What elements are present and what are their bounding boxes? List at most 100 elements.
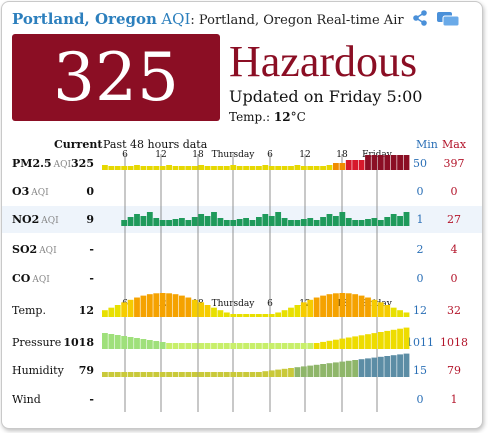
- pressure-bar: [268, 343, 275, 349]
- row-max-value: 4: [450, 243, 458, 256]
- temp-unit: °C: [290, 110, 306, 124]
- pressure-bar: [256, 343, 262, 349]
- humidity-bar: [243, 372, 249, 377]
- pm25-bar: [307, 166, 314, 170]
- temp-label: Temp.:: [229, 110, 271, 124]
- temp-bar: [166, 293, 172, 317]
- pm25-bar: [236, 166, 243, 170]
- air-quality-widget: Portland, Oregon AQI: Portland, Oregon R…: [1, 1, 483, 429]
- row-label: Wind: [12, 393, 41, 406]
- pressure-bar: [358, 335, 365, 349]
- temp-bar: [102, 310, 108, 317]
- temp-bar: [256, 314, 262, 317]
- humidity-bar: [211, 372, 217, 377]
- pm25-bar: [204, 166, 211, 170]
- humidity-bar: [249, 372, 256, 377]
- share-icon[interactable]: [412, 10, 428, 26]
- humidity-bar: [204, 372, 211, 377]
- no2-bar: [268, 216, 275, 226]
- row-max-value: 397: [443, 157, 465, 170]
- humidity-bar: [275, 369, 282, 377]
- humidity-bar: [127, 372, 134, 377]
- table-row: SO2 AQI - 2 4: [2, 236, 482, 263]
- row-unit: AQI: [53, 160, 72, 170]
- no2-bar: [204, 216, 211, 226]
- no2-bar: [140, 216, 147, 226]
- humidity-bar: [230, 372, 237, 377]
- humidity-bar: [339, 361, 346, 377]
- no2-bar: [166, 220, 172, 226]
- humidity-bar: [307, 365, 314, 377]
- no2-bar: [191, 217, 198, 226]
- pm25-bar: [211, 166, 217, 170]
- no2-bar: [377, 220, 384, 226]
- row-label: CO AQI: [12, 272, 50, 285]
- row-min-value: 0: [416, 272, 424, 285]
- temp-bar: [352, 294, 359, 317]
- row-max-value: 1: [450, 393, 458, 406]
- no2-bar: [339, 212, 346, 226]
- pm25-bar: [268, 166, 275, 170]
- no2-bar: [179, 218, 185, 226]
- row-current-value: 325: [71, 157, 94, 170]
- pressure-bar: [179, 343, 185, 349]
- no2-bar: [358, 220, 365, 226]
- row-unit: AQI: [39, 246, 57, 256]
- row-min-value: 12: [413, 304, 427, 317]
- row-label: O3 AQI: [12, 185, 49, 198]
- row-min-value: 1: [416, 213, 424, 226]
- humidity-bar: [345, 360, 352, 377]
- temp-bar: [108, 307, 115, 317]
- pressure-bar: [384, 330, 391, 349]
- humidity-bar: [159, 372, 166, 377]
- history-charts: [102, 154, 410, 412]
- temp-bar: [217, 310, 224, 317]
- humidity-bar: [108, 372, 115, 377]
- pressure-bar: [313, 343, 320, 349]
- humidity-bar: [281, 368, 288, 377]
- pm25-bar: [326, 165, 333, 170]
- no2-bar: [172, 219, 179, 226]
- pm25-bar: [371, 155, 378, 170]
- humidity-bar: [166, 372, 172, 377]
- temp-bar: [211, 307, 217, 317]
- humidity-bar: [185, 372, 192, 377]
- temp-bar: [339, 293, 346, 317]
- city-link[interactable]: Portland, Oregon: [12, 10, 157, 28]
- temp-bar: [153, 293, 160, 317]
- pm25-bar: [217, 166, 224, 170]
- chat-bubbles-icon[interactable]: [436, 11, 460, 27]
- pressure-bar: [326, 340, 333, 349]
- pressure-bar: [198, 343, 205, 349]
- temp-bar: [243, 314, 249, 317]
- pm25-bar: [313, 166, 320, 170]
- pm25-bar: [358, 160, 365, 170]
- temp-bar: [140, 295, 147, 317]
- pressure-bar: [121, 336, 128, 349]
- pressure-bar: [339, 338, 346, 349]
- no2-bar: [243, 218, 249, 226]
- temp-bar: [294, 305, 301, 317]
- no2-bar: [352, 220, 359, 226]
- table-row: CO AQI - 0 0: [2, 265, 482, 292]
- no2-bar: [211, 212, 217, 226]
- pm25-bar: [146, 166, 153, 170]
- no2-bar: [262, 214, 269, 226]
- pm25-bar: [185, 166, 192, 170]
- temp-bar: [313, 297, 320, 317]
- row-min-value: 50: [413, 157, 427, 170]
- row-label: Temp.: [12, 304, 46, 317]
- no2-bar: [384, 217, 391, 226]
- pressure-bar: [127, 337, 134, 349]
- no2-bar: [249, 220, 256, 226]
- row-max-value: 0: [450, 272, 458, 285]
- pressure-bar: [275, 343, 282, 349]
- pm25-bar: [172, 166, 179, 170]
- pressure-bar: [352, 336, 359, 349]
- temp-bar: [288, 307, 294, 317]
- pm25-bar: [127, 166, 134, 170]
- pressure-bar: [211, 343, 217, 349]
- humidity-bar: [326, 363, 333, 377]
- humidity-bar: [191, 372, 198, 377]
- pressure-bar: [249, 343, 256, 349]
